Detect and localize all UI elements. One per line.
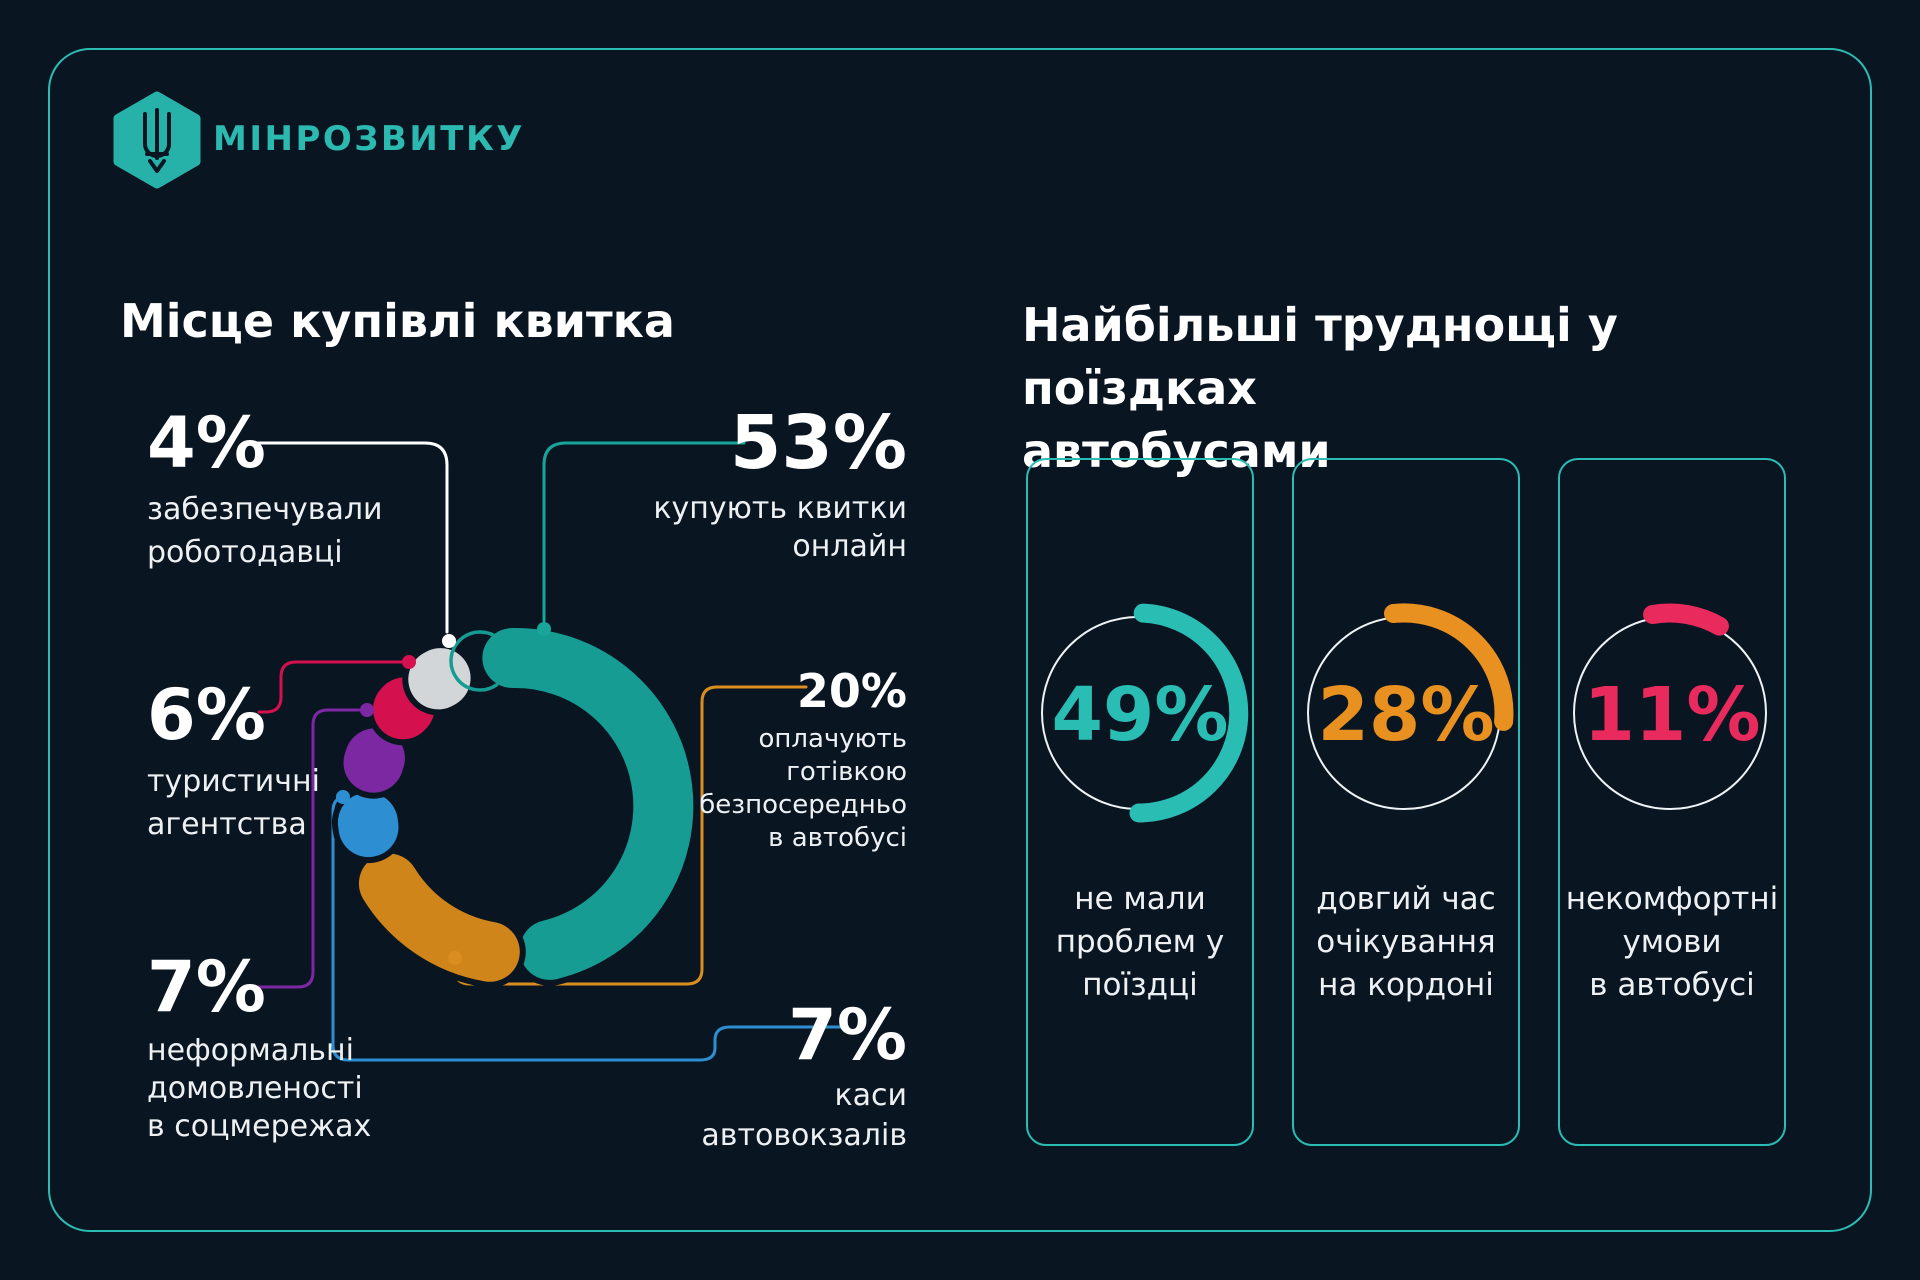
brand-logo bbox=[113, 91, 201, 189]
difficulty-card-uncomfortable: 11% некомфортні умови в автобусі bbox=[1558, 458, 1786, 1146]
trident-icon bbox=[143, 108, 171, 173]
right-section-title: Найбільші труднощі у поїздках автобусами bbox=[1022, 298, 1618, 478]
difficulty-card-no-problems: 49% не мали проблем у поїздці bbox=[1026, 458, 1254, 1146]
gauge-percent: 49% bbox=[1051, 672, 1229, 758]
donut-label-cash-on-bus: 20% оплачують готівкою безпосередньо в а… bbox=[557, 667, 907, 855]
gauge-caption: довгий час очікування на кордоні bbox=[1316, 881, 1496, 1003]
percent-caption: оплачують готівкою безпосередньо в автоб… bbox=[699, 724, 907, 853]
donut-label-travel-agencies: 6% туристичні агентства bbox=[147, 678, 527, 846]
percent-caption: забезпечували роботодавці bbox=[147, 492, 383, 570]
percent-value: 7% bbox=[147, 946, 266, 1028]
donut-label-ticket-office: 7% каси автовокзалів bbox=[557, 1000, 907, 1156]
percent-value: 6% bbox=[147, 674, 266, 756]
gauge-percent: 28% bbox=[1317, 672, 1495, 758]
percent-caption: неформальні домовленості в соцмережах bbox=[147, 1033, 372, 1144]
donut-connectors bbox=[255, 441, 847, 1062]
left-section-title: Місце купівлі квитка bbox=[120, 294, 675, 348]
gauge-charts bbox=[1041, 603, 1767, 823]
gauge-percent: 11% bbox=[1583, 672, 1761, 758]
percent-caption: купують квитки онлайн bbox=[653, 491, 907, 564]
donut-label-employers: 4% забезпечували роботодавці bbox=[147, 406, 527, 574]
gauge-caption: не мали проблем у поїздці bbox=[1055, 881, 1225, 1003]
percent-value: 20% bbox=[796, 664, 907, 718]
percent-value: 7% bbox=[788, 994, 907, 1076]
donut-label-online: 53% купують квитки онлайн bbox=[557, 404, 907, 566]
percent-value: 53% bbox=[729, 400, 907, 486]
percent-caption: туристичні агентства bbox=[147, 764, 320, 842]
brand-name: МІНРОЗВИТКУ bbox=[213, 119, 525, 159]
percent-value: 4% bbox=[147, 402, 266, 484]
donut-chart bbox=[331, 621, 700, 988]
difficulty-card-border-wait: 28% довгий час очікування на кордоні bbox=[1292, 458, 1520, 1146]
donut-label-social-media: 7% неформальні домовленості в соцмережах bbox=[147, 950, 527, 1146]
connector-dots bbox=[336, 622, 551, 965]
percent-caption: каси автовокзалів bbox=[701, 1078, 907, 1153]
gauge-caption: некомфортні умови в автобусі bbox=[1565, 881, 1779, 1003]
